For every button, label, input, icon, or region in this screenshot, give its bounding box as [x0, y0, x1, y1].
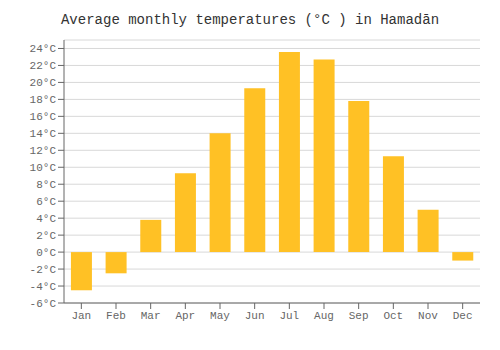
svg-text:Mar: Mar — [141, 310, 161, 322]
html-text:Average monthly temperatures (: Average monthly temperatures (°C ) in Ha… — [61, 12, 439, 28]
svg-text:16°C: 16°C — [30, 111, 57, 123]
svg-text:Aug: Aug — [314, 310, 334, 322]
svg-text:12°C: 12°C — [30, 145, 57, 157]
svg-text:18°C: 18°C — [30, 94, 57, 106]
svg-text:-4°C: -4°C — [30, 281, 57, 293]
svg-text:0°C: 0°C — [36, 247, 56, 259]
svg-text:Feb: Feb — [106, 310, 126, 322]
svg-text:May: May — [210, 310, 230, 322]
svg-text:Oct: Oct — [383, 310, 403, 322]
svg-text:Jun: Jun — [245, 310, 265, 322]
svg-text:2°C: 2°C — [36, 230, 56, 242]
svg-text:24°C: 24°C — [30, 43, 57, 55]
svg-text:20°C: 20°C — [30, 77, 57, 89]
svg-text:Dec: Dec — [453, 310, 473, 322]
svg-text:14°C: 14°C — [30, 128, 57, 140]
svg-text:Sep: Sep — [349, 310, 369, 322]
svg-text:Jul: Jul — [279, 310, 299, 322]
svg-text:Apr: Apr — [175, 310, 195, 322]
svg-text:-6°C: -6°C — [30, 298, 57, 310]
svg-text:Nov: Nov — [418, 310, 438, 322]
svg-text:Jan: Jan — [71, 310, 91, 322]
svg-text:6°C: 6°C — [36, 196, 56, 208]
svg-text:10°C: 10°C — [30, 162, 57, 174]
svg-text:-2°C: -2°C — [30, 264, 57, 276]
svg-text:4°C: 4°C — [36, 213, 56, 225]
svg-text:22°C: 22°C — [30, 60, 57, 72]
svg-text:8°C: 8°C — [36, 179, 56, 191]
